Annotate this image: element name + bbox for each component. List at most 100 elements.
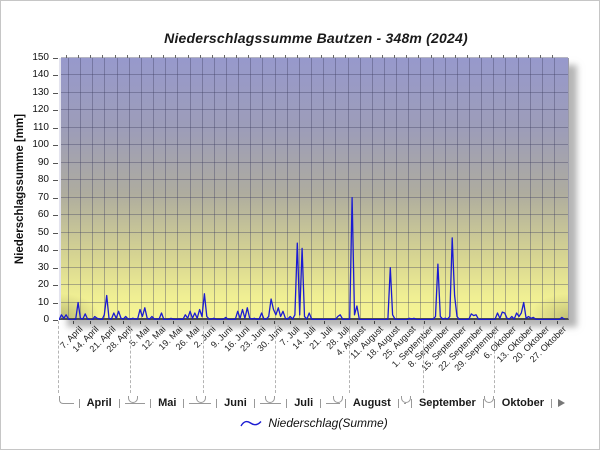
v-gridline <box>274 58 276 318</box>
y-tick-mark <box>53 127 58 129</box>
y-tick-mark <box>53 180 58 182</box>
x-tick-mark <box>523 321 525 324</box>
y-tick-label: 50 <box>37 226 49 238</box>
x-tick-mark <box>290 321 292 324</box>
y-tick-label: 130 <box>32 86 49 98</box>
x-tick-mark <box>540 321 542 324</box>
legend-label: Niederschlag(Summe) <box>268 416 388 430</box>
h-gridline <box>61 161 568 163</box>
top-tick-mark <box>66 55 67 58</box>
v-gridline <box>323 58 325 318</box>
month-boundary-dashed-line <box>274 321 276 393</box>
top-tick-mark <box>187 55 189 58</box>
top-tick-mark <box>260 55 262 58</box>
v-gridline <box>250 58 252 318</box>
x-tick-mark <box>240 321 242 324</box>
x-tick-mark <box>140 321 141 324</box>
month-axis: April Mai Juni Juli August <box>59 393 565 413</box>
top-tick-mark <box>296 55 298 58</box>
v-gridline <box>505 58 507 318</box>
top-tick-mark <box>272 55 274 58</box>
h-gridline <box>61 284 568 286</box>
top-tick-mark <box>199 55 201 58</box>
top-tick-mark <box>102 55 104 58</box>
v-gridline <box>371 58 373 318</box>
h-gridline <box>61 91 568 93</box>
top-tick-mark <box>345 55 347 58</box>
legend: Niederschlag(Summe) <box>59 416 569 430</box>
top-tick-mark <box>454 55 456 58</box>
y-axis-title: Niederschlagssumme [mm] <box>14 113 26 265</box>
month-boundary-dashed-line <box>129 321 131 393</box>
y-tick-label: 80 <box>37 174 49 186</box>
y-tick-label: 0 <box>43 314 49 325</box>
top-tick-mark <box>515 55 517 58</box>
precipitation-line-layer <box>59 197 565 320</box>
top-tick-mark <box>114 55 116 58</box>
month-axis-arrow-icon <box>557 399 565 407</box>
month-label-oktober: Oktober <box>501 397 544 409</box>
top-tick-mark <box>333 55 335 58</box>
top-tick-mark <box>284 55 286 58</box>
v-gridline <box>104 58 106 318</box>
v-gridline <box>517 58 519 318</box>
top-tick-mark <box>175 55 177 58</box>
v-gridline <box>68 58 69 318</box>
y-tick-label: 70 <box>37 191 49 203</box>
v-gridline <box>262 58 264 318</box>
y-tick-mark <box>53 58 58 59</box>
month-label-mai: Mai <box>158 397 177 409</box>
v-gridline <box>347 58 349 318</box>
y-tick-label: 100 <box>32 139 49 151</box>
x-tick-mark <box>273 321 275 324</box>
x-tick-mark <box>323 321 325 324</box>
month-boundary-notch <box>264 396 275 403</box>
top-tick-mark <box>381 55 383 58</box>
v-gridline <box>468 58 470 318</box>
y-tick-label: 120 <box>32 104 49 116</box>
v-gridline <box>456 58 458 318</box>
x-tick-mark <box>507 321 508 324</box>
v-gridline <box>238 58 240 318</box>
top-tick-mark <box>90 55 92 58</box>
v-gridline <box>201 58 203 318</box>
month-segment: Juli <box>264 393 338 413</box>
top-tick-mark <box>223 55 225 58</box>
top-tick-mark <box>321 55 323 58</box>
precipitation-line <box>59 197 565 320</box>
h-gridline <box>61 231 568 233</box>
top-tick-mark <box>369 55 371 58</box>
month-boundary-dashed-line <box>58 321 59 393</box>
month-segment: April <box>65 393 134 413</box>
top-tick-mark <box>394 55 396 58</box>
month-label-juni: Juni <box>224 397 247 409</box>
top-tick-mark <box>479 55 481 58</box>
v-gridline <box>128 58 130 318</box>
v-gridline <box>481 58 483 318</box>
x-tick-mark <box>340 321 342 324</box>
y-tick-mark <box>53 75 58 77</box>
v-gridline <box>432 58 434 318</box>
v-gridline <box>286 58 288 318</box>
x-tick-mark <box>90 321 91 324</box>
month-segment: Juni <box>196 393 270 413</box>
top-tick-mark <box>78 55 80 58</box>
x-tick-mark <box>173 321 175 324</box>
v-gridline <box>335 58 337 318</box>
y-tick-label: 150 <box>32 52 49 63</box>
y-tick-mark <box>53 302 58 304</box>
month-boundary-notch <box>332 396 343 403</box>
x-tick-mark <box>473 321 475 324</box>
v-gridline <box>554 58 555 318</box>
month-boundary-dashed-line <box>422 321 424 393</box>
v-gridline <box>189 58 191 318</box>
top-tick-mark <box>138 55 140 58</box>
x-tick-mark <box>440 321 442 324</box>
y-tick-mark <box>53 232 58 234</box>
v-gridline <box>92 58 94 318</box>
month-label-september: September <box>418 397 476 409</box>
v-gridline <box>80 58 82 318</box>
top-tick-mark <box>466 55 468 58</box>
h-gridline <box>61 301 568 303</box>
